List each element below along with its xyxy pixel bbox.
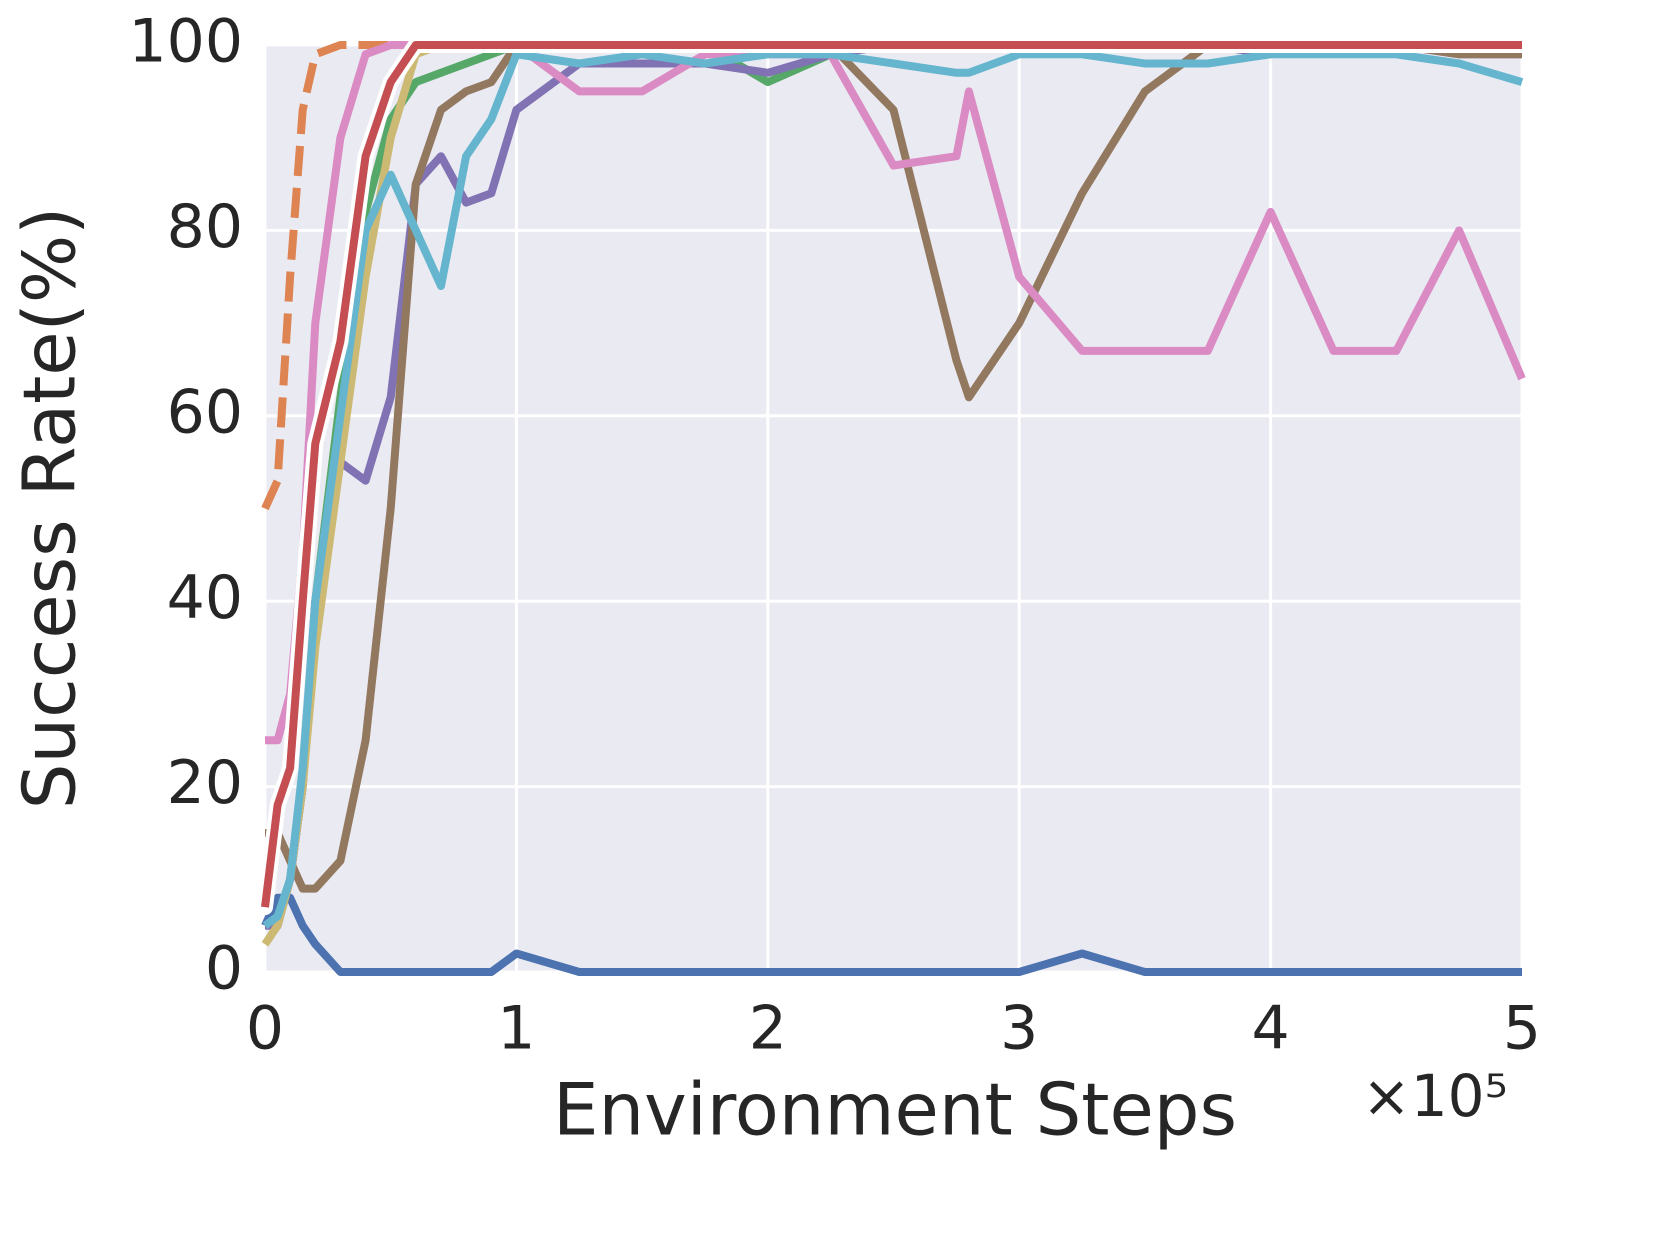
x-tick-label: 2 (749, 994, 787, 1064)
series-line (261, 893, 1522, 976)
series-line (262, 50, 1524, 929)
y-axis-label: Success Rate(%) (8, 207, 92, 809)
y-tick-label: 0 (205, 934, 243, 1004)
y-tick-label: 80 (167, 192, 243, 262)
x-tick-label: 3 (1000, 994, 1038, 1064)
y-tick-label: 20 (167, 748, 243, 818)
x-tick-label: 4 (1252, 994, 1290, 1064)
x-tick-label: 5 (1503, 994, 1541, 1064)
x-tick-label: 0 (246, 994, 284, 1064)
y-tick-label: 40 (167, 563, 243, 633)
series-line (261, 41, 1522, 908)
series-line (265, 41, 1526, 745)
x-offset-label: ×10⁵ (1362, 1062, 1508, 1130)
y-tick-label: 100 (128, 7, 243, 77)
x-axis-label: Environment Steps (553, 1068, 1237, 1152)
y-tick-label: 60 (167, 377, 243, 447)
x-tick-label: 1 (497, 994, 535, 1064)
